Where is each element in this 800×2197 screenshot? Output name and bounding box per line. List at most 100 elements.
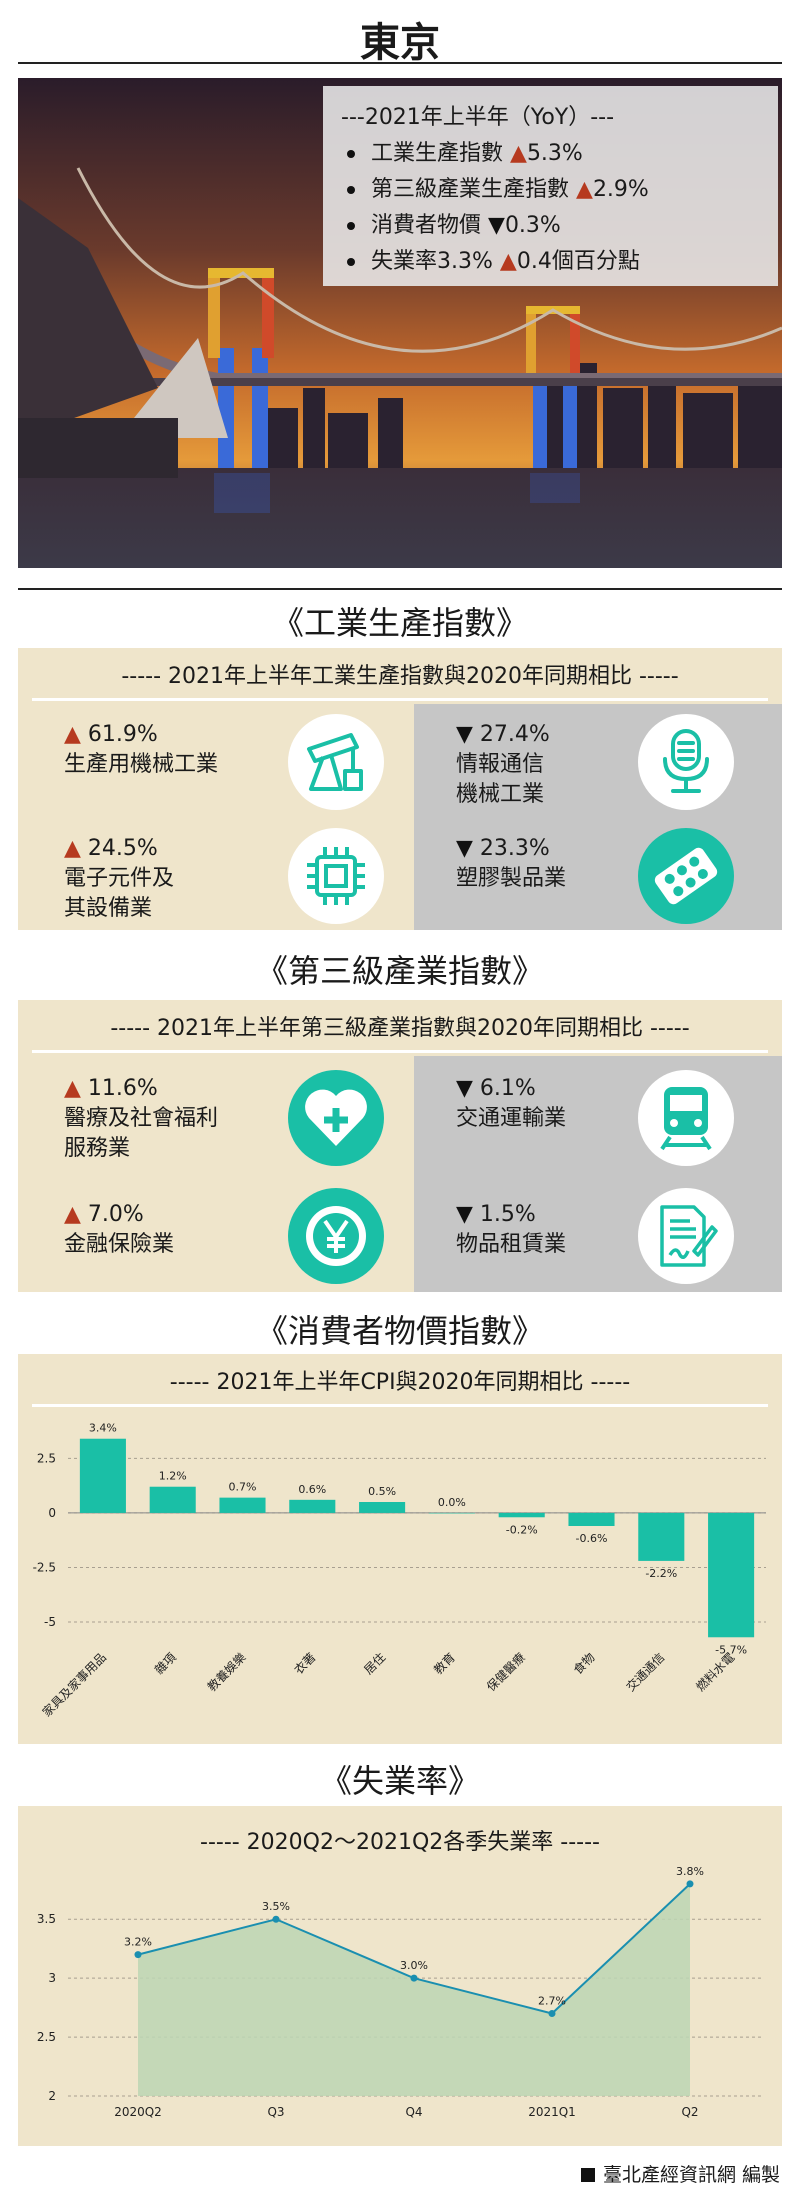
cpi-category-label: 居住 bbox=[361, 1650, 388, 1677]
ue-point bbox=[134, 1951, 142, 1959]
cpi-category-label: 家具及家事用品 bbox=[39, 1650, 109, 1720]
microphone-icon bbox=[638, 714, 734, 810]
down-arrow-icon: ▼ bbox=[456, 1202, 473, 1227]
cpi-data-label: 0.7% bbox=[229, 1481, 257, 1494]
tertiary-panel: ----- 2021年上半年第三級產業指數與2020年同期相比 ----- ▲ … bbox=[18, 1000, 782, 1292]
tertiary-section-title: 《第三級產業指數》 bbox=[255, 952, 544, 990]
cpi-bar bbox=[359, 1502, 406, 1513]
unemployment-caption: ----- 2020Q2～2021Q2各季失業率 ----- bbox=[200, 1830, 600, 1855]
ue-point bbox=[548, 2010, 556, 2018]
unemployment-line-chart: 2 2.5 3 3.5 3.2% 2020Q2 3.5% Q3 3.0% Q4 2.7% 2021Q1… bbox=[37, 1865, 764, 2119]
industrial-item-plastics: ▼ 23.3% 塑膠製品業 bbox=[456, 836, 567, 891]
hero-divider bbox=[18, 588, 782, 590]
ue-data-label: 3.8% bbox=[676, 1865, 704, 1878]
summary-header: ---2021年上半年（YoY）--- bbox=[341, 105, 615, 130]
cpi-category-label: 保健醫療 bbox=[484, 1650, 528, 1694]
cpi-data-label: 3.4% bbox=[89, 1422, 117, 1435]
up-arrow-icon: ▲ bbox=[576, 177, 593, 202]
chip-icon bbox=[288, 828, 384, 924]
cpi-bar bbox=[498, 1512, 545, 1518]
cpi-data-label: -0.2% bbox=[506, 1523, 538, 1536]
summary-item-industrial: 工業生產指數 ▲5.3% bbox=[341, 136, 760, 172]
cpi-ytick-label: 2.5 bbox=[37, 1451, 56, 1465]
industrial-caption: ----- 2021年上半年工業生產指數與2020年同期相比 ----- bbox=[121, 664, 679, 689]
ue-ytick-label: 2.5 bbox=[37, 2030, 56, 2044]
ue-category-label: Q2 bbox=[681, 2105, 698, 2119]
summary-box: ---2021年上半年（YoY）--- 工業生產指數 ▲5.3% 第三級產業生產… bbox=[323, 86, 778, 286]
title-divider bbox=[18, 62, 782, 64]
train-icon bbox=[638, 1070, 734, 1166]
ue-point bbox=[410, 1974, 418, 1982]
tertiary-item-finance: ▲ 7.0% 金融保險業 bbox=[64, 1202, 175, 1257]
cpi-caption: ----- 2021年上半年CPI與2020年同期相比 ----- bbox=[169, 1370, 631, 1395]
industrial-item-electronics: ▲ 24.5% 電子元件及 其設備業 bbox=[64, 836, 175, 921]
unemployment-panel: ----- 2020Q2～2021Q2各季失業率 ----- 2 2.5 3 3.5 3… bbox=[18, 1806, 782, 2146]
up-arrow-icon: ▲ bbox=[510, 141, 527, 166]
cpi-bar-chart: 2.5 0 -2.5 -5 3.4% 家具及家事用品 1.2% 雜項 0.7% 教養娛樂 0.6% 衣… bbox=[33, 1422, 766, 1720]
up-arrow-icon: ▲ bbox=[64, 722, 81, 747]
ue-category-label: 2021Q1 bbox=[528, 2105, 576, 2119]
ue-area bbox=[138, 1883, 690, 2096]
pill-pack-icon bbox=[638, 828, 734, 924]
industrial-panel: ----- 2021年上半年工業生產指數與2020年同期相比 ----- ▲ 6… bbox=[18, 648, 782, 930]
tertiary-item-medical: ▲ 11.6% 醫療及社會福利 服務業 bbox=[64, 1076, 219, 1161]
cpi-bar bbox=[638, 1512, 685, 1561]
cpi-data-label: 0.0% bbox=[438, 1496, 466, 1509]
ue-category-label: 2020Q2 bbox=[114, 2105, 162, 2119]
cpi-data-label: 0.5% bbox=[368, 1485, 396, 1498]
tertiary-item-transport: ▼ 6.1% 交通運輸業 bbox=[456, 1076, 567, 1131]
up-arrow-icon: ▲ bbox=[64, 1076, 81, 1101]
cpi-bar bbox=[289, 1499, 336, 1513]
square-bullet-icon bbox=[580, 2168, 595, 2182]
cpi-bar bbox=[428, 1512, 475, 1514]
cpi-ytick-label: 0 bbox=[48, 1506, 56, 1520]
tertiary-item-leasing: ▼ 1.5% 物品租賃業 bbox=[456, 1202, 567, 1257]
ue-ytick-label: 2 bbox=[48, 2089, 56, 2103]
heart-plus-icon bbox=[288, 1070, 384, 1166]
summary-item-cpi: 消費者物價 ▼0.3% bbox=[341, 208, 760, 244]
cpi-bar bbox=[79, 1438, 126, 1513]
source-credit: 臺北產經資訊網 編製 bbox=[580, 2160, 780, 2187]
industrial-item-machinery: ▲ 61.9% 生產用機械工業 bbox=[64, 722, 219, 777]
industrial-section-title: 《工業生產指數》 bbox=[271, 604, 528, 642]
industrial-item-ict: ▼ 27.4% 情報通信 機械工業 bbox=[456, 722, 550, 807]
cpi-data-label: -2.2% bbox=[645, 1567, 677, 1580]
ue-ytick-label: 3 bbox=[48, 1971, 56, 1985]
down-arrow-icon: ▼ bbox=[456, 1076, 473, 1101]
ue-data-label: 3.0% bbox=[400, 1959, 428, 1972]
yen-coin-icon bbox=[288, 1188, 384, 1284]
summary-item-unemployment: 失業率3.3% ▲0.4個百分點 bbox=[341, 244, 760, 280]
cpi-data-label: 1.2% bbox=[159, 1470, 187, 1483]
cpi-category-label: 雜項 bbox=[151, 1650, 179, 1678]
ue-point bbox=[686, 1880, 694, 1888]
summary-list: 工業生產指數 ▲5.3% 第三級產業生產指數 ▲2.9% 消費者物價 ▼0.3%… bbox=[341, 136, 760, 280]
cpi-category-label: 教育 bbox=[430, 1650, 458, 1678]
cpi-section-title: 《消費者物價指數》 bbox=[255, 1312, 544, 1350]
down-arrow-icon: ▼ bbox=[456, 722, 473, 747]
oil-pump-icon bbox=[288, 714, 384, 810]
ue-category-label: Q3 bbox=[267, 2105, 284, 2119]
cpi-panel: ----- 2021年上半年CPI與2020年同期相比 ----- 2.5 0 -2… bbox=[18, 1354, 782, 1744]
up-arrow-icon: ▲ bbox=[64, 1202, 81, 1227]
cpi-data-label: -0.6% bbox=[576, 1532, 608, 1545]
down-arrow-icon: ▼ bbox=[456, 836, 473, 861]
cpi-bar bbox=[219, 1497, 266, 1513]
hero-photo: ---2021年上半年（YoY）--- 工業生產指數 ▲5.3% 第三級產業生產… bbox=[18, 78, 782, 568]
contract-icon bbox=[638, 1188, 734, 1284]
ue-data-label: 3.2% bbox=[124, 1936, 152, 1949]
ue-category-label: Q4 bbox=[405, 2105, 422, 2119]
summary-item-tertiary: 第三級產業生產指數 ▲2.9% bbox=[341, 172, 760, 208]
down-arrow-icon: ▼ bbox=[488, 213, 505, 238]
cpi-ytick-label: -5 bbox=[44, 1615, 56, 1629]
page-title: 東京 bbox=[360, 20, 440, 66]
cpi-data-label: -5.7% bbox=[715, 1643, 747, 1656]
cpi-category-label: 交通通信 bbox=[623, 1650, 668, 1695]
cpi-bar bbox=[568, 1512, 615, 1526]
cpi-category-label: 教養娛樂 bbox=[204, 1650, 249, 1695]
ue-data-label: 3.5% bbox=[262, 1900, 290, 1913]
ue-data-label: 2.7% bbox=[538, 1995, 566, 2008]
cpi-category-label: 衣著 bbox=[291, 1650, 319, 1678]
ue-point bbox=[272, 1915, 280, 1923]
tertiary-caption: ----- 2021年上半年第三級產業指數與2020年同期相比 ----- bbox=[110, 1016, 690, 1041]
up-arrow-icon: ▲ bbox=[64, 836, 81, 861]
